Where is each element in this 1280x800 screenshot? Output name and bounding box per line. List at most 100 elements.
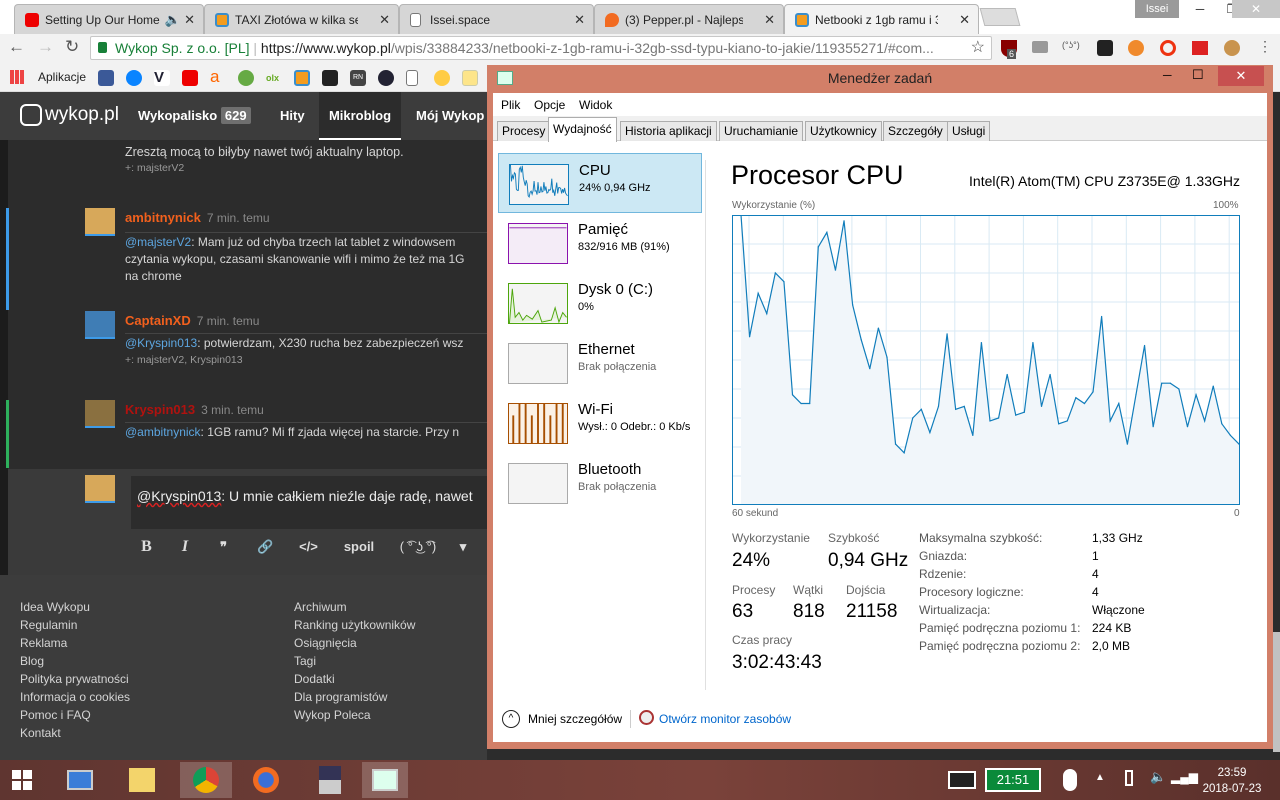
- tm-minimize-button[interactable]: ─: [1163, 68, 1172, 82]
- footer-link[interactable]: Wykop Poleca: [294, 708, 371, 722]
- avatar[interactable]: [85, 208, 115, 236]
- tab-issei[interactable]: Issei.space ✕: [399, 4, 594, 34]
- menu-plik[interactable]: Plik: [501, 98, 521, 112]
- close-tab-icon[interactable]: ✕: [574, 12, 585, 27]
- italic-button[interactable]: I: [171, 533, 199, 561]
- footer-link[interactable]: Polityka prywatności: [20, 672, 129, 686]
- page-bookmark-icon[interactable]: [406, 70, 418, 86]
- nav-mikroblog[interactable]: Mikroblog: [319, 92, 401, 140]
- wykop-logo[interactable]: wykop.pl: [45, 104, 119, 125]
- keyboard-icon[interactable]: [942, 762, 982, 798]
- camera-icon[interactable]: [1032, 41, 1048, 53]
- lenny-icon[interactable]: (°ʖ°): [1062, 40, 1080, 50]
- taskbar-firefox[interactable]: [246, 762, 286, 798]
- footer-link[interactable]: Pomoc i FAQ: [20, 708, 91, 722]
- mouse-icon[interactable]: [1050, 762, 1090, 798]
- footer-link[interactable]: Kontakt: [20, 726, 61, 740]
- taskbar-task-manager[interactable]: [362, 762, 408, 798]
- taskbar-chrome[interactable]: [180, 762, 232, 798]
- close-tab-icon[interactable]: ✕: [959, 12, 970, 27]
- footer-link[interactable]: Archiwum: [294, 600, 347, 614]
- v-icon[interactable]: V: [154, 70, 170, 86]
- close-tab-icon[interactable]: ✕: [764, 12, 775, 27]
- open-resource-monitor-link[interactable]: Otwórz monitor zasobów: [659, 712, 792, 726]
- perf-item-wi-fi[interactable]: Wi-Fi Wysł.: 0 Odebr.: 0 Kb/s: [498, 393, 702, 453]
- nav-wykopalisko[interactable]: Wykopalisko 629: [138, 92, 251, 140]
- perf-item-bluetooth[interactable]: Bluetooth Brak połączenia: [498, 453, 702, 513]
- username[interactable]: ambitnynick 7 min. temu: [125, 210, 270, 225]
- in-icon[interactable]: [378, 70, 394, 86]
- tab-uzytkownicy[interactable]: Użytkownicy: [805, 121, 882, 141]
- android-icon[interactable]: [238, 70, 254, 86]
- lenny-button[interactable]: ( ͡° ͜ʖ ͡°): [390, 533, 446, 561]
- tab-netbooki[interactable]: Netbooki z 1gb ramu i 32 ✕: [784, 4, 979, 34]
- tab-historia[interactable]: Historia aplikacji: [620, 121, 717, 141]
- perf-item-cpu[interactable]: CPU 24% 0,94 GHz: [498, 153, 702, 213]
- close-window-button[interactable]: ✕: [1232, 0, 1280, 18]
- facebook-icon[interactable]: [98, 70, 114, 86]
- volume-icon[interactable]: 🔈: [1150, 769, 1167, 784]
- more-dropdown[interactable]: ▾: [447, 533, 479, 561]
- youtube-bookmark-icon[interactable]: [182, 70, 198, 86]
- audio-icon[interactable]: 🔈: [164, 12, 181, 27]
- wykop-bookmark-icon[interactable]: [294, 70, 310, 86]
- nav-hity[interactable]: Hity: [280, 108, 305, 123]
- username[interactable]: CaptainXD 7 min. temu: [125, 313, 260, 328]
- footer-link[interactable]: Osiągnięcia: [294, 636, 357, 650]
- avatar[interactable]: [85, 311, 115, 339]
- footer-link[interactable]: Tagi: [294, 654, 317, 668]
- tab-procesy[interactable]: Procesy: [497, 121, 551, 141]
- clock[interactable]: 23:59 2018-07-23: [1202, 767, 1262, 795]
- footer-link[interactable]: Regulamin: [20, 618, 78, 632]
- taskbar-explorer[interactable]: [122, 762, 162, 798]
- allegro-icon[interactable]: a: [210, 67, 220, 86]
- taskbar-computer[interactable]: [60, 762, 100, 798]
- bookmark-apps[interactable]: Aplikacje: [38, 70, 87, 84]
- tab-taxi[interactable]: TAXI Złotówa w kilka sekund✕: [204, 4, 399, 34]
- maximize-button[interactable]: ❐: [1216, 0, 1248, 18]
- fewer-details-button[interactable]: Mniej szczegółów: [528, 712, 623, 726]
- extension-icon[interactable]: [1097, 40, 1113, 56]
- battery-icon[interactable]: [1125, 770, 1133, 786]
- folder-icon[interactable]: [462, 70, 478, 86]
- nav-moj-wykop[interactable]: Mój Wykop: [416, 108, 485, 123]
- perf-item-ethernet[interactable]: Ethernet Brak połączenia: [498, 333, 702, 393]
- taskbar-putty[interactable]: [310, 762, 350, 798]
- address-bar[interactable]: Wykop Sp. z o.o. [PL] | https://www.wyko…: [90, 36, 992, 60]
- menu-opcje[interactable]: Opcje: [534, 98, 566, 112]
- spoiler-button[interactable]: spoil: [334, 533, 384, 561]
- plex-icon[interactable]: [322, 70, 338, 86]
- chevron-up-icon[interactable]: ^: [502, 710, 520, 728]
- minimize-button[interactable]: ─: [1195, 2, 1205, 16]
- footer-link[interactable]: Dodatki: [294, 672, 335, 686]
- footer-link[interactable]: Dla programistów: [294, 690, 388, 704]
- tab-wydajnosc[interactable]: Wydajność: [548, 117, 617, 142]
- messenger-icon[interactable]: [126, 70, 142, 86]
- cookie-icon[interactable]: [1224, 40, 1240, 56]
- battery-widget[interactable]: 21:51: [985, 768, 1041, 792]
- link-button[interactable]: 🔗: [249, 533, 282, 561]
- extension-red-icon[interactable]: [1192, 41, 1208, 55]
- wifi-signal-icon[interactable]: ▂▄▆: [1171, 770, 1198, 784]
- rn-icon[interactable]: RN: [350, 70, 366, 86]
- tm-maximize-button[interactable]: ☐: [1192, 67, 1204, 82]
- username[interactable]: Kryspin013 3 min. temu: [125, 402, 264, 417]
- bold-button[interactable]: B: [131, 533, 162, 561]
- profile-button[interactable]: Issei: [1135, 0, 1179, 18]
- smiley-icon[interactable]: [434, 70, 450, 86]
- menu-widok[interactable]: Widok: [579, 98, 613, 112]
- tab-pepper[interactable]: (3) Pepper.pl - Najlepsze✕: [594, 4, 784, 34]
- menu-icon[interactable]: ⋮: [1258, 38, 1272, 54]
- close-tab-icon[interactable]: ✕: [379, 12, 390, 27]
- footer-link[interactable]: Idea Wykopu: [20, 600, 90, 614]
- reload-button[interactable]: ↻: [65, 37, 80, 56]
- footer-link[interactable]: Ranking użytkowników: [294, 618, 416, 632]
- close-tab-icon[interactable]: ✕: [184, 12, 195, 27]
- footer-link[interactable]: Blog: [20, 654, 45, 668]
- olx-icon[interactable]: olx: [266, 73, 280, 83]
- perf-item-dysk-0-c-[interactable]: Dysk 0 (C:) 0%: [498, 273, 702, 333]
- bookmark-star-icon[interactable]: ☆: [970, 39, 985, 56]
- footer-link[interactable]: Reklama: [20, 636, 68, 650]
- extension-e-icon[interactable]: [1160, 40, 1176, 56]
- code-button[interactable]: </>: [291, 533, 326, 561]
